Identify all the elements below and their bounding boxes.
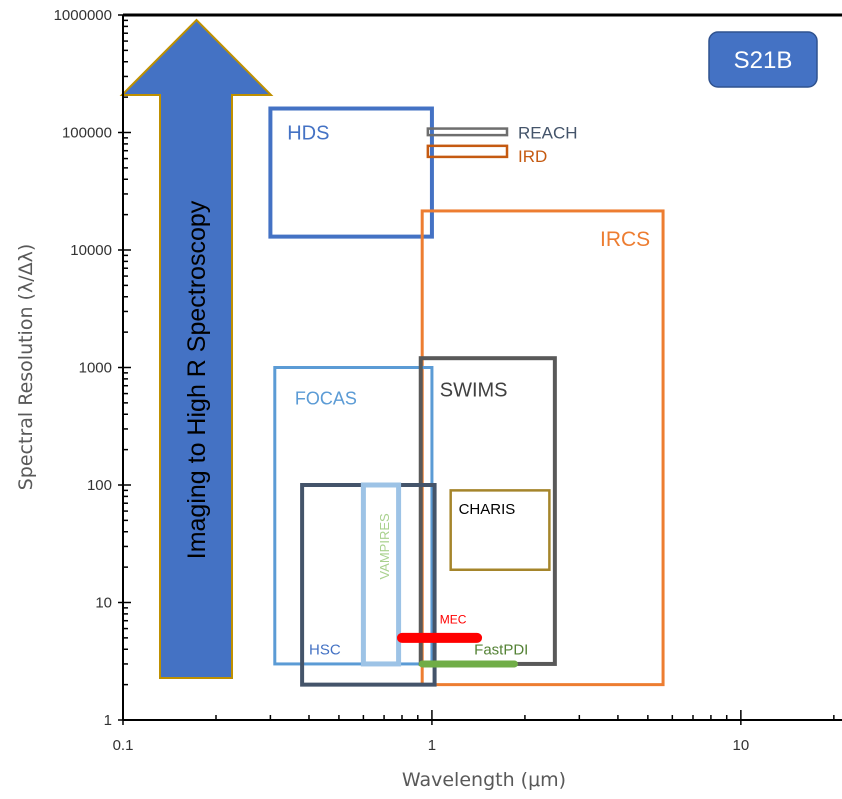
instrument-boxes <box>268 106 665 687</box>
y-tick-label: 10 <box>95 595 112 612</box>
semester-badge-label: S21B <box>734 47 793 74</box>
mec-label: MEC <box>440 613 467 627</box>
ircs-label: IRCS <box>600 228 650 251</box>
hds-label: HDS <box>287 123 329 145</box>
fastpdi-label: FastPDI <box>474 642 528 659</box>
charis-box <box>449 489 551 571</box>
charis-label: CHARIS <box>459 501 516 518</box>
y-tick-label: 100000 <box>62 125 112 142</box>
y-tick-label: 1000000 <box>54 7 112 24</box>
y-axis-title: Spectral Resolution (λ/Δλ) <box>15 244 37 491</box>
hds-box <box>268 106 434 239</box>
y-tick-label: 10000 <box>70 242 112 259</box>
x-tick-label: 10 <box>733 737 750 754</box>
y-tick-label: 1000 <box>79 360 112 377</box>
semester-badge: S21B <box>708 31 818 88</box>
ird-box <box>426 144 509 159</box>
y-tick-label: 100 <box>87 477 112 494</box>
vampires-box <box>360 482 402 667</box>
reach-box <box>426 127 509 137</box>
arrow-shape <box>119 18 274 679</box>
y-tick-label: 1 <box>104 712 112 729</box>
ird-label: IRD <box>518 147 547 166</box>
focas-label: FOCAS <box>295 388 357 408</box>
semester-badge-box <box>708 31 818 88</box>
resolution-arrow: Imaging to High R Spectroscopy <box>119 18 274 679</box>
instrument-labels: HDS REACH IRD IRCS FOCAS SWIMS HSC VAMPIRES CHAR… <box>287 123 650 659</box>
reach-label: REACH <box>518 124 578 143</box>
vampires-label: VAMPIRES <box>377 513 392 580</box>
x-axis-title: Wavelength (μm) <box>402 769 566 791</box>
arrow-label: Imaging to High R Spectroscopy <box>183 200 211 559</box>
focas-box <box>273 366 434 666</box>
swims-label: SWIMS <box>440 380 508 402</box>
hsc-label: HSC <box>309 642 341 659</box>
x-tick-label: 1 <box>428 737 436 754</box>
x-tick-label: 0.1 <box>113 737 134 754</box>
